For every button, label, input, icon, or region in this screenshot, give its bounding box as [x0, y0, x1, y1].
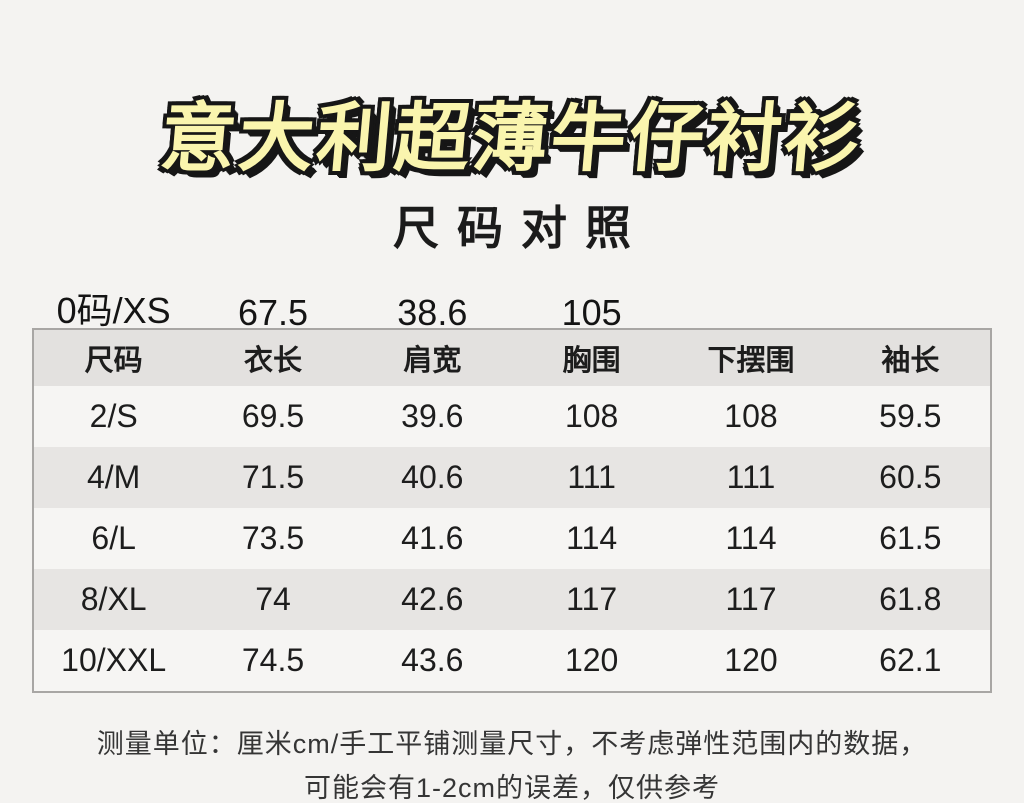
value-cell: 61.8: [879, 580, 942, 617]
value-cell: 120: [564, 641, 619, 678]
value-cell: 59.5: [879, 397, 942, 434]
floating-value-hem: [671, 334, 830, 335]
value-cell: 74.5: [241, 641, 305, 678]
value-cell: 62.1: [879, 641, 942, 678]
value-cell: 41.6: [401, 519, 464, 556]
floating-value-sleeve: [831, 334, 990, 335]
value-cell: 43.6: [401, 641, 464, 678]
value-cell: 120: [724, 641, 778, 678]
floating-size-label: 0码/XS: [56, 289, 171, 331]
value-cell: 117: [725, 580, 777, 617]
table-row-xxl: 10/XXL 74.5 43.6 120 120 62.1: [34, 629, 990, 691]
title-wrap: 意大利超薄牛仔衬衫: [0, 92, 1024, 186]
value-cell: 111: [726, 458, 776, 495]
column-header-size: 尺码: [84, 344, 143, 377]
table-row-l: 6/L 73.5 41.6 114 114 61.5: [34, 507, 990, 569]
size-cell: 8/XL: [80, 580, 147, 617]
floating-size-row: 0码/XS 67.5 38.6 105: [34, 282, 990, 333]
measurement-note: 测量单位：厘米cm/手工平铺测量尺寸，不考虑弹性范围内的数据， 可能会有1-2c…: [0, 722, 1024, 803]
value-cell: 39.6: [401, 397, 464, 434]
value-cell: 73.5: [241, 519, 305, 556]
size-cell: 2/S: [89, 397, 138, 434]
table-header-row: 尺码 衣长 肩宽 胸围 下摆围 袖长: [34, 329, 990, 386]
floating-value-chest: 105: [561, 291, 622, 333]
value-cell: 74: [255, 580, 291, 617]
value-cell: 69.5: [241, 397, 305, 434]
value-cell: 71.5: [241, 458, 305, 495]
value-cell: 40.6: [401, 458, 464, 495]
floating-value-shoulder: 38.6: [397, 291, 468, 333]
floating-value-length: 67.5: [237, 291, 309, 333]
value-cell: 117: [566, 580, 618, 617]
column-header-shoulder: 肩宽: [403, 344, 462, 377]
column-header-hem: 下摆围: [707, 344, 795, 377]
measurement-note-line1: 测量单位：厘米cm/手工平铺测量尺寸，不考虑弹性范围内的数据，: [96, 728, 928, 759]
value-cell: 108: [724, 397, 778, 434]
value-cell: 114: [725, 519, 777, 556]
measurement-note-line2: 可能会有1-2cm的误差，仅供参考: [303, 772, 720, 803]
value-cell: 60.5: [879, 458, 942, 495]
value-cell: 111: [567, 458, 616, 495]
column-header-length: 衣长: [243, 344, 302, 377]
value-cell: 61.5: [879, 519, 942, 556]
size-table: 尺码 衣长 肩宽 胸围 下摆围 袖长 2/S 69.5 39.6 108 108…: [32, 327, 992, 693]
size-cell: 4/M: [86, 458, 141, 495]
size-cell: 6/L: [91, 519, 136, 556]
table-row-xl: 8/XL 74 42.6 117 117 61.8: [34, 568, 990, 630]
value-cell: 42.6: [401, 580, 464, 617]
table-row-m: 4/M 71.5 40.6 111 111 60.5: [34, 446, 990, 508]
column-header-sleeve: 袖长: [881, 344, 940, 377]
size-cell: 10/XXL: [61, 641, 167, 678]
chart-subtitle: 尺码对照: [393, 201, 649, 254]
column-header-chest: 胸围: [562, 344, 621, 377]
table-row-s: 2/S 69.5 39.6 108 108 59.5: [34, 385, 990, 447]
product-title: 意大利超薄牛仔衬衫: [157, 96, 867, 180]
value-cell: 108: [564, 397, 619, 434]
value-cell: 114: [566, 519, 618, 556]
